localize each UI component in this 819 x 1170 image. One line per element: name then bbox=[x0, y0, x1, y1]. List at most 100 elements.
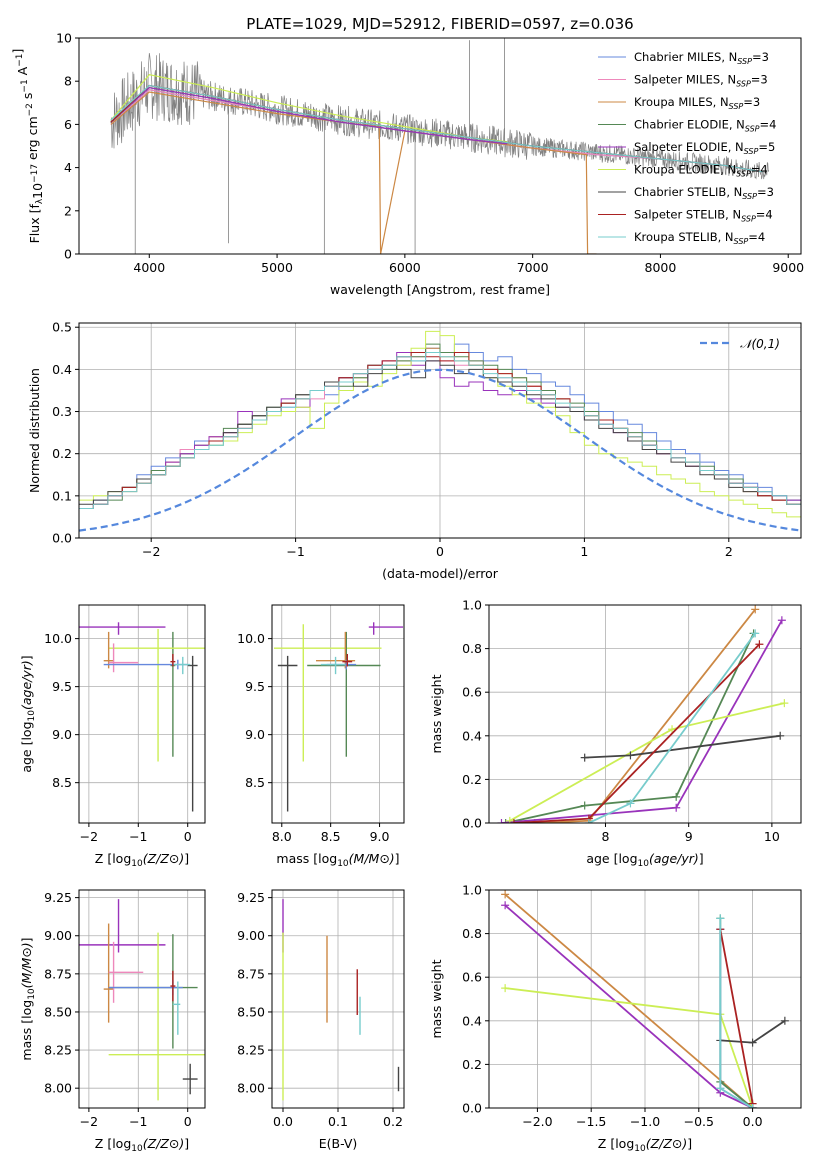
x-tick-label: 7000 bbox=[517, 260, 549, 275]
y-tick-label: 0.6 bbox=[462, 970, 482, 985]
y-tick-label: 8.00 bbox=[237, 1081, 265, 1096]
y-tick-label: 9.00 bbox=[44, 928, 72, 943]
weight-point bbox=[751, 605, 760, 614]
y-tick-label: 9.25 bbox=[237, 890, 265, 905]
legend-label: Chabrier ELODIE, NSSP=4 bbox=[634, 118, 776, 134]
weight-line-6 bbox=[719, 929, 754, 1104]
model-line-8 bbox=[110, 84, 763, 173]
x-tick-label: −2 bbox=[80, 1114, 98, 1129]
weight-point bbox=[776, 731, 785, 740]
y-tick-label: 0.0 bbox=[52, 531, 72, 546]
y-tick-label: 9.25 bbox=[44, 890, 72, 905]
histogram-0 bbox=[79, 343, 801, 514]
x-tick-label: 8.0 bbox=[272, 829, 292, 844]
y-tick-label: 8.5 bbox=[245, 775, 265, 790]
histogram-1 bbox=[79, 352, 801, 518]
y-tick-label: 8.75 bbox=[237, 966, 265, 981]
y-tick-label: 0.5 bbox=[52, 320, 72, 335]
y-tick-label: 0.8 bbox=[462, 641, 482, 656]
panel-massweight_vs_Z: −2.0 −1.5 −1.0 −0.5 0.0 0.0 0.2 0.4 0.6 0.8 1.0 Z [… bbox=[429, 883, 802, 1154]
model-line-4 bbox=[110, 87, 508, 145]
y-tick-label: 9.5 bbox=[52, 679, 72, 694]
y-tick-label: 8 bbox=[64, 74, 72, 89]
weight-point bbox=[780, 1016, 789, 1025]
weight-line-1 bbox=[504, 904, 753, 1108]
y-tick-label: 0.4 bbox=[52, 362, 72, 377]
weight-point bbox=[748, 1038, 757, 1047]
legend-label: Kroupa STELIB, NSSP=4 bbox=[634, 230, 765, 246]
y-tick-label: 0.2 bbox=[52, 446, 72, 461]
model-line-2 bbox=[110, 91, 597, 254]
weight-line-3 bbox=[509, 702, 785, 822]
y-tick-label: 10.0 bbox=[237, 631, 265, 646]
x-tick-label: 10 bbox=[764, 829, 780, 844]
x-tick-label: −2 bbox=[142, 544, 160, 559]
weight-point bbox=[748, 1104, 757, 1108]
y-tick-label: 6 bbox=[64, 117, 72, 132]
y-tick-label: 8.50 bbox=[44, 1004, 72, 1019]
y-tick-label: 8.25 bbox=[237, 1043, 265, 1058]
weight-point bbox=[580, 801, 589, 810]
x-tick-label: 9 bbox=[685, 829, 693, 844]
y-axis-label: mass [log10(M/M⊙)] bbox=[19, 937, 37, 1060]
y-tick-label: 1.0 bbox=[462, 598, 482, 613]
panel-mass_vs_Z: −2 −1 0 8.00 8.25 8.50 8.75 9.00 9.25 Z [log10(Z/… bbox=[19, 889, 206, 1154]
legend-label: Chabrier STELIB, NSSP=3 bbox=[634, 185, 774, 201]
weight-line-2 bbox=[501, 619, 783, 823]
x-tick-label: 8000 bbox=[645, 260, 677, 275]
histogram-2 bbox=[79, 347, 801, 514]
weight-point bbox=[777, 616, 786, 625]
x-axis-label: Z [log10(Z/Z⊙)] bbox=[598, 1136, 692, 1154]
x-tick-label: −1 bbox=[129, 1114, 147, 1129]
x-axis-label: E(B-V) bbox=[319, 1136, 358, 1151]
axes-frame bbox=[271, 604, 405, 824]
axes-frame bbox=[78, 37, 802, 255]
y-tick-label: 9.00 bbox=[237, 928, 265, 943]
y-axis-label: mass weight bbox=[429, 674, 444, 753]
weight-point bbox=[716, 1084, 725, 1093]
y-tick-label: 0 bbox=[64, 247, 72, 262]
histogram-8 bbox=[79, 352, 801, 514]
x-tick-label: 9.0 bbox=[370, 829, 390, 844]
legend-label: Salpeter MILES, NSSP=3 bbox=[634, 73, 768, 89]
x-tick-label: −1 bbox=[129, 829, 147, 844]
panel-mass_vs_EBV: 0.0 0.1 0.2 8.00 8.25 8.50 8.75 9.00 9.25 E(B-V) bbox=[237, 889, 405, 1151]
y-axis-label: mass weight bbox=[429, 959, 444, 1038]
weight-point bbox=[501, 890, 510, 899]
y-tick-label: 0.2 bbox=[462, 772, 482, 787]
x-tick-label: −1.0 bbox=[630, 1114, 660, 1129]
y-tick-label: 0.0 bbox=[462, 1101, 482, 1116]
panel-age_vs_mass: 8.0 8.5 9.0 8.5 9.0 9.5 10.0 mass [log10(M/M⊙)] bbox=[237, 604, 405, 869]
plot-area bbox=[79, 330, 801, 532]
weight-line-2 bbox=[504, 987, 754, 1108]
y-tick-label: 0.2 bbox=[462, 1057, 482, 1072]
y-axis-label: Normed distribution bbox=[27, 368, 42, 493]
y-tick-label: 0.1 bbox=[52, 488, 72, 503]
weight-point bbox=[780, 699, 789, 708]
y-tick-label: 4 bbox=[64, 160, 72, 175]
plot-area bbox=[273, 622, 404, 812]
weight-point bbox=[668, 725, 677, 734]
weight-point bbox=[505, 816, 514, 823]
weight-point bbox=[626, 799, 635, 808]
plot-area bbox=[79, 899, 205, 1101]
weight-point bbox=[501, 984, 510, 993]
legend-label: 𝒩(0,1) bbox=[740, 337, 780, 351]
y-tick-label: 2 bbox=[64, 203, 72, 218]
panel-spectrum: Chabrier MILES, NSSP=3 Salpeter MILES, NS… bbox=[10, 31, 804, 298]
weight-point bbox=[626, 751, 635, 760]
y-tick-label: 0.3 bbox=[52, 404, 72, 419]
plot-area bbox=[79, 622, 205, 812]
panel-residuals: 𝒩(0,1) −2 −1 0 1 2 0.0 0.1 0.2 0.3 0.4 0.5 (data-mod… bbox=[27, 320, 802, 581]
x-tick-label: −2 bbox=[80, 829, 98, 844]
y-tick-label: 9.5 bbox=[245, 679, 265, 694]
x-tick-label: 8 bbox=[602, 829, 610, 844]
x-axis-label: age [log10(age/yr)] bbox=[586, 851, 703, 869]
x-axis-label: mass [log10(M/M⊙)] bbox=[276, 851, 399, 869]
y-axis-label: Flux [fλ10−17 erg cm−2 s−1 A−1] bbox=[10, 49, 45, 244]
weight-line-0 bbox=[504, 893, 754, 1108]
histogram-4 bbox=[79, 352, 801, 514]
x-tick-label: −1 bbox=[286, 544, 304, 559]
panel-massweight_vs_age: 8 9 10 0.0 0.2 0.4 0.6 0.8 1.0 age [log10(age/yr)… bbox=[429, 598, 802, 869]
